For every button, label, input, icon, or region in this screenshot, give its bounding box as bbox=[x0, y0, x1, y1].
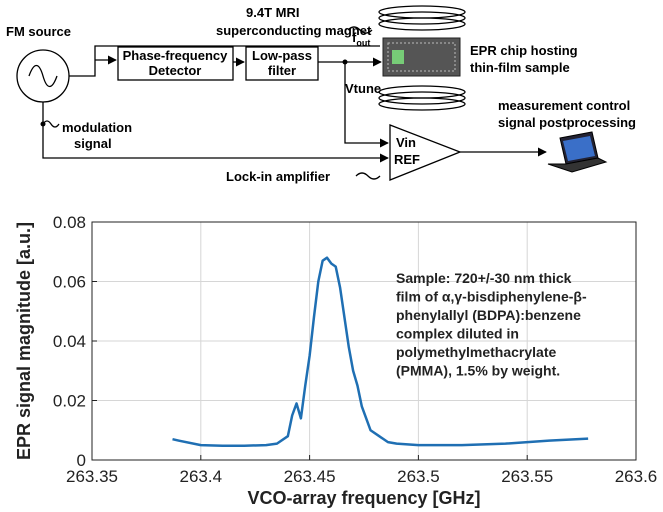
lockin-label: Lock-in amplifier bbox=[226, 169, 330, 184]
modulation-label: signal bbox=[74, 136, 112, 151]
y-tick-label: 0.06 bbox=[53, 273, 86, 292]
squiggle bbox=[355, 172, 381, 180]
coil-bottom bbox=[378, 85, 466, 111]
y-tick-label: 0.08 bbox=[53, 213, 86, 232]
ref-label: REF bbox=[394, 152, 420, 167]
vtune-label: Vtune bbox=[345, 81, 381, 96]
y-axis-label: EPR signal magnitude [a.u.] bbox=[14, 222, 34, 460]
annotation: complex diluted in bbox=[396, 326, 519, 342]
x-tick-label: 263.45 bbox=[284, 467, 336, 486]
wire bbox=[42, 102, 389, 163]
annotation: polymethylmethacrylate bbox=[396, 344, 556, 360]
laptop bbox=[547, 131, 608, 173]
sine bbox=[28, 64, 58, 88]
x-tick-label: 263.35 bbox=[66, 467, 118, 486]
fm-source-label: FM source bbox=[6, 24, 71, 39]
x-axis-label: VCO-array frequency [GHz] bbox=[247, 488, 480, 508]
fout-sub: out bbox=[356, 38, 370, 48]
chart: 0 0.02 0.04 0.06 0.08 263.35 263.4 263.45 263.5 2… bbox=[14, 213, 657, 508]
coil-top bbox=[378, 5, 466, 31]
chip-detail bbox=[392, 50, 404, 64]
annotation: (PMMA), 1.5% by weight. bbox=[396, 363, 560, 379]
squiggle bbox=[347, 26, 373, 34]
magnet-label: superconducting magnet bbox=[216, 23, 372, 38]
x-tick-label: 263.55 bbox=[501, 467, 553, 486]
chip-label: thin-film sample bbox=[470, 60, 570, 75]
measurement-label: measurement control bbox=[498, 98, 630, 113]
x-tick-label: 263.5 bbox=[397, 467, 440, 486]
lpf-box bbox=[245, 46, 319, 81]
lockin-amp bbox=[389, 124, 462, 181]
chip-detail bbox=[387, 42, 456, 72]
y-tick-label: 0 bbox=[77, 451, 86, 470]
data-line bbox=[172, 256, 589, 447]
modulation-label: modulation bbox=[62, 120, 132, 135]
y-tick-label: 0.02 bbox=[53, 392, 86, 411]
fout-label: fout bbox=[352, 30, 370, 48]
axes-frame bbox=[91, 221, 637, 461]
magnet-label: 9.4T MRI bbox=[246, 5, 299, 20]
annotation: Sample: 720+/-30 nm thick bbox=[396, 270, 572, 286]
lpf-label: filter bbox=[268, 63, 296, 78]
y-tick-label: 0.04 bbox=[53, 332, 86, 351]
fout-main: f bbox=[352, 30, 357, 45]
squiggle bbox=[42, 120, 60, 128]
pfd-label: Phase-frequency bbox=[123, 48, 229, 63]
diagram: FM source Phase-frequency Detector Low-p… bbox=[6, 5, 636, 184]
pfd-label: Detector bbox=[149, 63, 202, 78]
annotation: phenylallyl (BDPA):benzene bbox=[396, 307, 581, 323]
lpf-label: Low-pass bbox=[252, 48, 312, 63]
annotation: film of α,γ-bisdiphenylene-β- bbox=[396, 289, 587, 305]
x-tick-label: 263.6 bbox=[615, 467, 658, 486]
chip-label: EPR chip hosting bbox=[470, 43, 578, 58]
x-tick-label: 263.4 bbox=[180, 467, 223, 486]
wire bbox=[344, 62, 389, 148]
measurement-label: signal postprocessing bbox=[498, 115, 636, 130]
wire bbox=[69, 45, 380, 77]
vin-label: Vin bbox=[396, 135, 416, 150]
pfd-box bbox=[117, 46, 234, 81]
